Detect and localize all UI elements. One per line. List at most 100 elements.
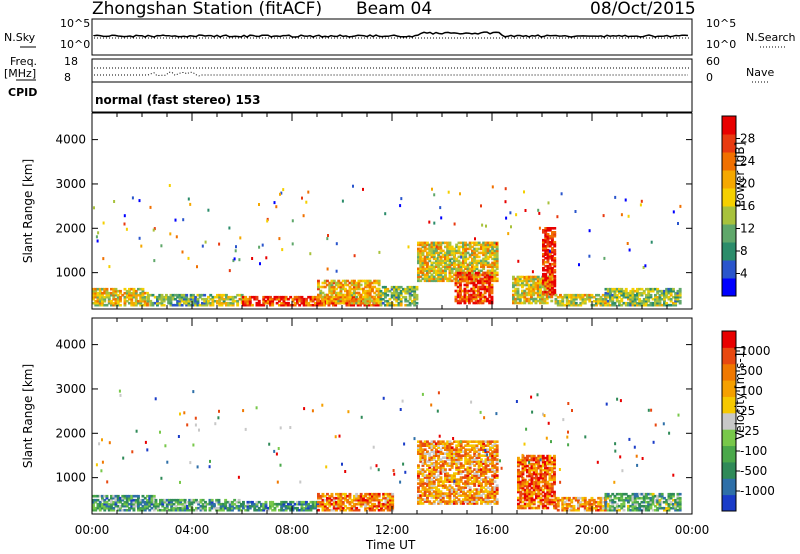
heatmap-cell [110,504,113,508]
heatmap-cell [96,299,100,303]
heatmap-cell [293,297,297,301]
heatmap-cell [307,504,311,508]
heatmap-cell [640,496,644,500]
heatmap-cell [421,494,425,497]
heatmap-cell [563,500,567,504]
heatmap-cell [613,508,617,512]
heatmap-cell [318,299,322,303]
heatmap-cell [465,283,469,287]
heatmap-cell [186,504,189,508]
heatmap-cell [421,257,425,261]
heatmap-cell [453,452,456,455]
heatmap-cell [495,474,499,477]
heatmap-cell [419,241,423,245]
heatmap-cell [419,470,423,473]
heatmap-cell [455,448,459,451]
heatmap-cell [472,297,476,301]
heatmap-cell [408,303,412,307]
heatmap-cell [390,293,394,297]
heatmap-cell [317,293,320,297]
heatmap-cell [678,496,682,500]
heatmap-cell [539,295,542,299]
heatmap-cell [553,498,556,502]
heatmap-cell [471,261,474,265]
heatmap-cell [158,295,162,299]
heatmap-cell [532,482,536,486]
heatmap-cell [491,261,495,265]
heatmap-cell [489,243,492,247]
heatmap-cell [148,498,152,502]
heatmap-cell [92,293,95,297]
heatmap-cell [180,295,184,299]
heatmap-cell [463,297,467,301]
heatmap-cell [96,301,100,305]
heatmap-cell [462,253,465,257]
heatmap-cell [165,295,168,299]
heatmap-cell [618,508,621,512]
heatmap-cell [421,259,425,263]
heatmap-cell [474,283,478,287]
heatmap-cell [672,287,675,291]
heatmap-cell [464,253,468,257]
heatmap-cell [437,261,441,265]
heatmap-cell [523,283,527,287]
heatmap-cell [553,290,557,294]
heatmap-cell [393,289,396,293]
heatmap-cell [348,297,352,301]
heatmap-cell [421,456,425,459]
heatmap-cell [481,287,485,291]
heatmap-cell [473,454,477,457]
heatmap-cell [257,508,261,512]
heatmap-cell [482,263,486,267]
heatmap-cell [517,464,520,468]
heatmap-cell [629,504,633,508]
heatmap-cell [280,508,284,512]
heatmap-cell [462,466,465,469]
heatmap-cell [183,508,187,512]
heatmap-cell [596,460,599,464]
heatmap-cell [464,450,468,453]
heatmap-cell [484,464,488,467]
heatmap-cell [149,301,153,305]
heatmap-cell [482,267,486,271]
heatmap-cell [348,508,352,512]
heatmap-cell [364,281,368,285]
heatmap-cell [551,236,554,240]
heatmap-cell [561,297,565,301]
heatmap-cell [348,500,352,504]
heatmap-cell [461,275,465,279]
heatmap-cell [544,464,547,468]
heatmap-cell [488,283,492,287]
heatmap-cell [470,275,474,279]
heatmap-cell [344,508,347,512]
heatmap-cell [174,500,178,504]
heatmap-cell [455,502,459,505]
heatmap-cell [514,293,518,297]
heatmap-cell [546,268,550,272]
heatmap-cell [417,259,420,263]
heatmap-cell [480,263,483,267]
heatmap-cell [544,506,547,510]
heatmap-cell [544,264,548,268]
heatmap-cell [548,290,552,294]
heatmap-cell [107,498,111,502]
heatmap-cell [672,494,675,498]
heatmap-cell [435,488,438,491]
heatmap-cell [656,289,660,293]
heatmap-cell [473,502,477,505]
heatmap-cell [386,293,390,297]
heatmap-cell [475,470,479,473]
heatmap-cell [246,301,250,305]
heatmap-cell [139,303,143,307]
heatmap-cell [477,450,481,453]
heatmap-cell [463,283,467,287]
heatmap-cell [419,247,423,251]
heatmap-cell [417,476,420,479]
heatmap-cell [448,247,452,251]
heatmap-cell [355,295,359,299]
heatmap-cell [475,460,479,463]
heatmap-cell [493,257,497,261]
heatmap-cell [163,506,167,510]
heatmap-cell [620,299,624,303]
heatmap-cell [537,488,541,492]
